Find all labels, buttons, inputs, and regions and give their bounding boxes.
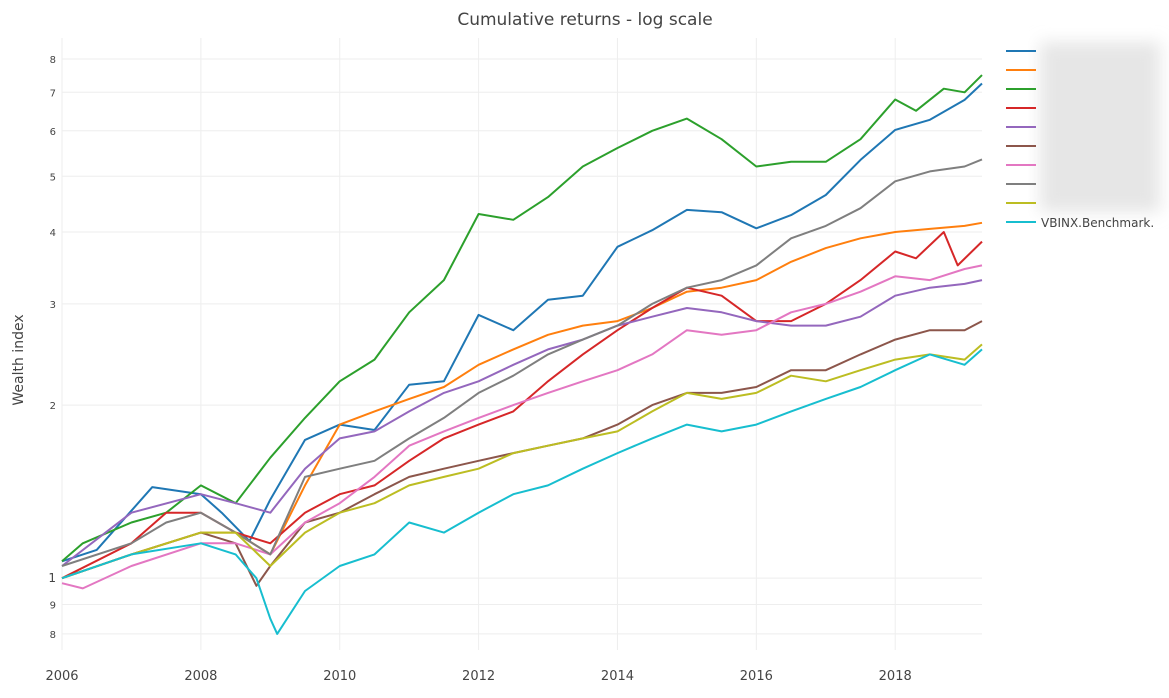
y-tick-label: 9 [50,600,56,611]
x-tick-label: 2012 [462,669,495,684]
series-line-9 [61,343,983,580]
redacted-legend-names [1040,42,1160,212]
y-tick-label: 3 [50,300,56,311]
y-tick-label: 7 [50,88,56,99]
y-tick-label: 5 [50,172,56,183]
x-tick-label: 2008 [184,669,217,684]
y-tick-label: 4 [50,228,56,239]
y-axis-ticks: 8 9 1 2 3 4 5 6 7 8 [48,55,56,641]
legend[interactable]: VBINX.Benchmark. [1006,42,1160,230]
series-lines [61,74,983,635]
x-tick-label: 2014 [601,669,634,684]
series-line-4 [61,231,983,580]
legend-label: VBINX.Benchmark. [1041,216,1154,230]
x-tick-label: 2006 [45,669,78,684]
series-line-5 [61,279,983,567]
gridlines [61,38,982,650]
legend-item[interactable]: VBINX.Benchmark. [1006,216,1154,230]
series-line-2 [61,221,983,580]
chart-title: Cumulative returns - log scale [457,10,712,30]
x-axis-ticks: 2006 2008 2010 2012 2014 2016 2018 [45,669,911,684]
series-line-3 [61,74,983,563]
y-tick-label: 2 [50,401,56,412]
y-tick-label: 8 [50,630,56,641]
series-line-7 [61,264,983,590]
x-tick-label: 2016 [740,669,773,684]
x-tick-label: 2010 [323,669,356,684]
series-line-10 [61,348,983,635]
series-line-1 [61,82,983,563]
y-tick-label: 6 [50,127,56,138]
x-tick-label: 2018 [879,669,912,684]
series-line-8 [61,158,983,567]
y-axis-label: Wealth index [11,314,27,405]
y-tick-label: 1 [48,571,56,585]
y-tick-label: 8 [50,55,56,66]
